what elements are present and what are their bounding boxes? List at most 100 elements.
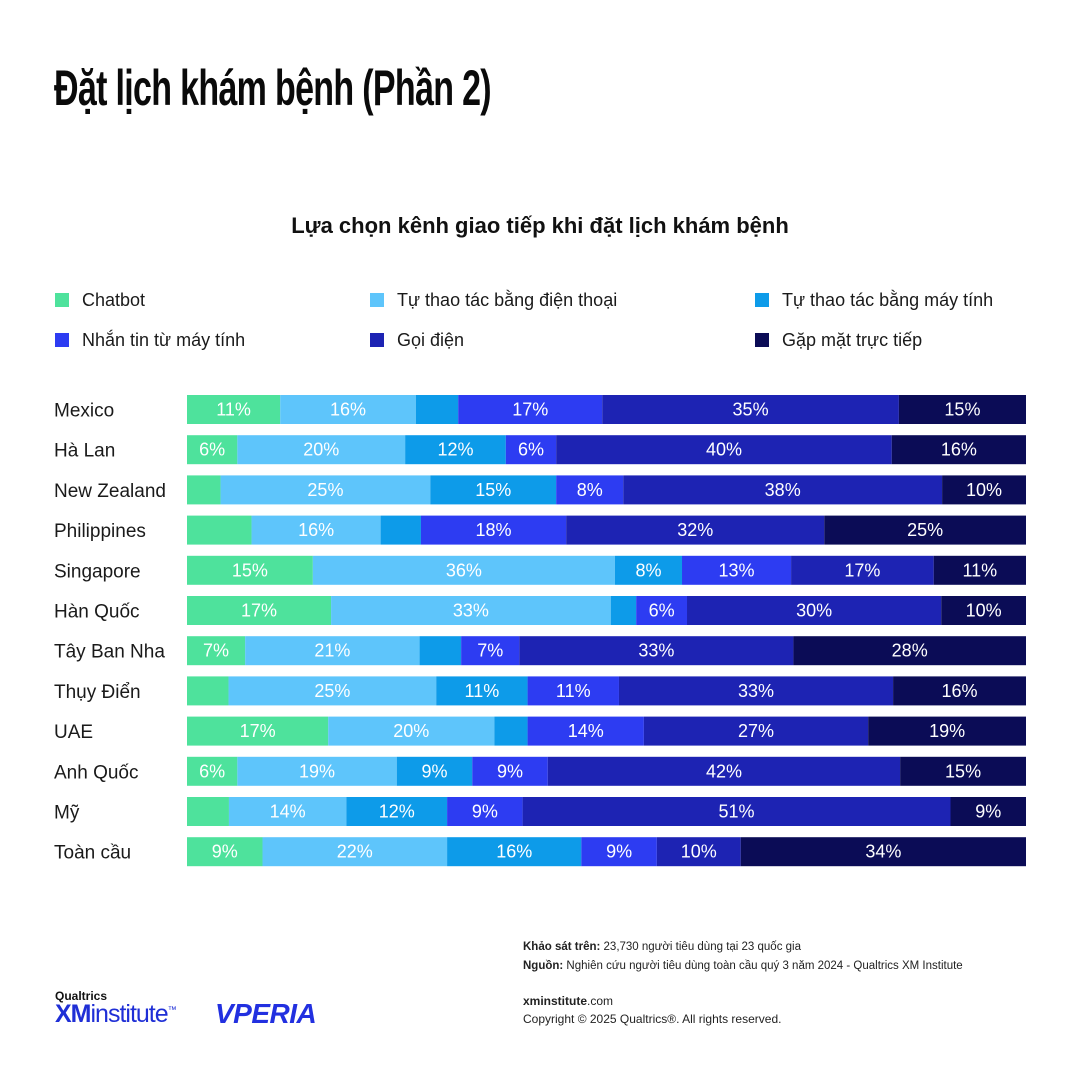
bar-segment-anh-quoc-tu-thao-tac-bang-dien-thoai: [237, 756, 397, 786]
bar-segment-ha-lan-tu-thao-tac-bang-may-tinh: [405, 435, 506, 465]
bar-segment-philippines-tu-thao-tac-bang-may-tinh: [380, 515, 421, 545]
data-label-mexico-tu-thao-tac-bang-dien-thoai: 16%: [330, 400, 366, 420]
bar-segment-anh-quoc-goi-dien: [547, 756, 901, 786]
data-label-singapore-nhan-tin-tu-may-tinh: 13%: [719, 560, 755, 580]
bar-segment-my-gap-mat-truc-tiep: [950, 797, 1026, 826]
data-label-new-zealand-nhan-tin-tu-may-tinh: 8%: [577, 480, 603, 500]
legend-label-chatbot: Chatbot: [82, 289, 146, 310]
data-label-singapore-goi-dien: 17%: [844, 560, 880, 580]
legend-item-chatbot: Chatbot: [55, 288, 145, 312]
bar-segment-my-tu-thao-tac-bang-may-tinh: [346, 797, 448, 826]
legend-swatch-chatbot: [55, 293, 69, 307]
bar-segment-tay-ban-nha-goi-dien: [519, 636, 794, 666]
legend-label-in-person: Gặp mặt trực tiếp: [782, 329, 923, 350]
bar-segment-mexico-chatbot: [187, 395, 281, 424]
bar-segment-toan-cau-tu-thao-tac-bang-dien-thoai: [262, 837, 448, 867]
data-label-anh-quoc-nhan-tin-tu-may-tinh: 9%: [497, 761, 523, 781]
data-label-mexico-gap-mat-truc-tiep: 15%: [944, 400, 980, 420]
category-label-tay-ban-nha: Tây Ban Nha: [54, 642, 165, 663]
legend-label-phone-self-service: Tự thao tác bằng điện thoại: [397, 289, 618, 310]
bar-segment-anh-quoc-tu-thao-tac-bang-may-tinh: [396, 756, 473, 786]
legend-swatch-computer-messaging: [55, 333, 69, 347]
xm-logo-mark: XM: [55, 1000, 91, 1028]
data-label-my-tu-thao-tac-bang-may-tinh: 12%: [379, 802, 415, 822]
bar-segment-new-zealand-gap-mat-truc-tiep: [942, 475, 1026, 505]
stacked-bar-chart: Mexico 11% 16% 17% 35% 15% Hà Lan 6% 20% 12% 6% 40%…: [54, 395, 1026, 867]
survey-text: 23,730 người tiêu dùng tại 23 quốc gia: [600, 941, 801, 953]
data-label-tay-ban-nha-tu-thao-tac-bang-dien-thoai: 21%: [314, 641, 350, 661]
legend-swatch-in-person: [755, 333, 769, 347]
bar-segment-philippines-tu-thao-tac-bang-dien-thoai: [251, 515, 381, 545]
institute-logo-text: institute: [90, 1000, 169, 1028]
data-label-han-quoc-nhan-tin-tu-may-tinh: 6%: [649, 601, 675, 621]
legend-label-phone-call: Gọi điện: [397, 329, 465, 350]
bar-segment-uae-tu-thao-tac-bang-may-tinh: [494, 716, 528, 746]
data-label-my-goi-dien: 51%: [719, 802, 755, 822]
source-text: Nghiên cứu người tiêu dùng toàn cầu quý …: [563, 960, 963, 972]
legend-swatch-phone-call: [370, 333, 384, 347]
bar-segment-thuy-dien-goi-dien: [618, 676, 894, 706]
category-label-philippines: Philippines: [54, 521, 146, 542]
bar-segment-singapore-tu-thao-tac-bang-may-tinh: [614, 555, 683, 585]
bar-segment-uae-chatbot: [187, 716, 329, 746]
bar-segment-anh-quoc-chatbot: [187, 756, 238, 786]
bar-segment-toan-cau-goi-dien: [656, 837, 741, 867]
bar-segment-new-zealand-tu-thao-tac-bang-may-tinh: [430, 475, 557, 505]
website-bold: xminstitute: [523, 994, 588, 1008]
chart-title: Lựa chọn kênh giao tiếp khi đặt lịch khá…: [291, 213, 789, 238]
bar-segment-tay-ban-nha-nhan-tin-tu-may-tinh: [461, 636, 520, 666]
bar-segment-anh-quoc-gap-mat-truc-tiep: [900, 756, 1026, 786]
data-label-uae-chatbot: 17%: [240, 721, 276, 741]
bar-segment-ha-lan-chatbot: [187, 435, 238, 465]
legend-item-in-person: Gặp mặt trực tiếp: [755, 328, 922, 352]
data-label-singapore-tu-thao-tac-bang-may-tinh: 8%: [635, 560, 661, 580]
page-title: Đặt lịch khám bệnh (Phần 2): [54, 60, 492, 116]
website-link[interactable]: xminstitute.com: [523, 994, 613, 1008]
bar-segment-thuy-dien-nhan-tin-tu-may-tinh: [527, 676, 619, 706]
data-label-anh-quoc-gap-mat-truc-tiep: 15%: [945, 761, 981, 781]
data-label-ha-lan-tu-thao-tac-bang-dien-thoai: 20%: [303, 440, 339, 460]
category-label-my: Mỹ: [54, 803, 80, 824]
data-label-uae-nhan-tin-tu-may-tinh: 14%: [568, 721, 604, 741]
bar-segment-uae-tu-thao-tac-bang-dien-thoai: [328, 716, 495, 746]
data-label-thuy-dien-gap-mat-truc-tiep: 16%: [942, 681, 978, 701]
bar-segment-singapore-goi-dien: [791, 555, 934, 585]
bar-segment-han-quoc-nhan-tin-tu-may-tinh: [636, 596, 688, 625]
bar-segment-philippines-gap-mat-truc-tiep: [824, 515, 1026, 545]
data-label-ha-lan-chatbot: 6%: [199, 440, 225, 460]
data-label-philippines-tu-thao-tac-bang-dien-thoai: 16%: [298, 520, 334, 540]
legend-swatch-phone-self-service: [370, 293, 384, 307]
data-label-toan-cau-gap-mat-truc-tiep: 34%: [865, 842, 901, 862]
data-label-han-quoc-tu-thao-tac-bang-dien-thoai: 33%: [453, 601, 489, 621]
data-label-ha-lan-gap-mat-truc-tiep: 16%: [941, 440, 977, 460]
data-label-toan-cau-chatbot: 9%: [212, 842, 238, 862]
legend-item-computer-self-service: Tự thao tác bằng máy tính: [755, 288, 993, 312]
bar-segment-anh-quoc-nhan-tin-tu-may-tinh: [472, 756, 548, 786]
bar-segment-mexico-gap-mat-truc-tiep: [898, 395, 1026, 424]
bar-segment-toan-cau-chatbot: [187, 837, 263, 867]
data-label-han-quoc-goi-dien: 30%: [796, 601, 832, 621]
data-label-thuy-dien-tu-thao-tac-bang-may-tinh: 11%: [465, 681, 500, 701]
bar-segment-tay-ban-nha-tu-thao-tac-bang-may-tinh: [419, 636, 462, 666]
category-label-han-quoc: Hàn Quốc: [54, 602, 140, 623]
website-rest: .com: [587, 994, 614, 1008]
data-label-mexico-nhan-tin-tu-may-tinh: 17%: [512, 400, 548, 420]
bar-segment-singapore-tu-thao-tac-bang-dien-thoai: [312, 555, 615, 585]
bar-segment-tay-ban-nha-chatbot: [187, 636, 246, 666]
data-label-my-gap-mat-truc-tiep: 9%: [975, 802, 1001, 822]
data-label-anh-quoc-tu-thao-tac-bang-dien-thoai: 19%: [299, 761, 335, 781]
bar-segment-philippines-goi-dien: [566, 515, 825, 545]
data-label-new-zealand-tu-thao-tac-bang-may-tinh: 15%: [475, 480, 511, 500]
bar-segment-thuy-dien-tu-thao-tac-bang-may-tinh: [436, 676, 528, 706]
data-label-ha-lan-tu-thao-tac-bang-may-tinh: 12%: [437, 440, 473, 460]
data-label-my-tu-thao-tac-bang-dien-thoai: 14%: [270, 802, 306, 822]
bar-segment-my-goi-dien: [522, 797, 951, 826]
data-label-han-quoc-chatbot: 17%: [241, 601, 277, 621]
data-label-mexico-goi-dien: 35%: [733, 400, 769, 420]
data-label-ha-lan-goi-dien: 40%: [706, 440, 742, 460]
bar-segment-tay-ban-nha-tu-thao-tac-bang-dien-thoai: [245, 636, 420, 666]
vperia-logo: VPERIA: [215, 998, 317, 1029]
category-label-toan-cau: Toàn cầu: [54, 843, 131, 864]
bar-segment-han-quoc-tu-thao-tac-bang-dien-thoai: [331, 596, 611, 625]
legend-item-computer-messaging: Nhắn tin từ máy tính: [55, 328, 245, 352]
